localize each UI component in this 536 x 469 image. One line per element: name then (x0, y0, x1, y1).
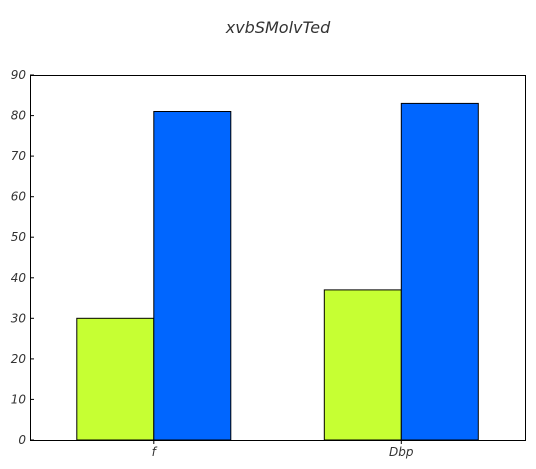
x-axis: f Dbp (152, 440, 414, 459)
bar-Dbp-series-1 (323, 289, 402, 441)
y-tick-label: 40 (11, 271, 27, 285)
y-tick-label: 80 (11, 109, 27, 123)
y-tick-label: 0 (18, 433, 26, 447)
chart-title: xvbSMolvTed (225, 18, 331, 37)
x-tick-label: Dbp (389, 445, 414, 459)
plot-frame (30, 75, 526, 441)
bar-Dbp-series-2 (400, 102, 479, 441)
y-tick-label: 70 (11, 149, 27, 163)
y-tick-label: 10 (11, 392, 27, 406)
y-tick-label: 90 (11, 68, 27, 82)
y-tick-label: 20 (11, 352, 27, 366)
bar-f-series-1 (76, 317, 155, 441)
bars-layer (76, 102, 479, 441)
y-tick-label: 30 (11, 311, 27, 325)
bar-f-series-2 (153, 111, 232, 441)
x-tick-label: f (152, 445, 158, 459)
y-tick-label: 60 (11, 190, 27, 204)
y-tick-label: 50 (11, 230, 27, 244)
